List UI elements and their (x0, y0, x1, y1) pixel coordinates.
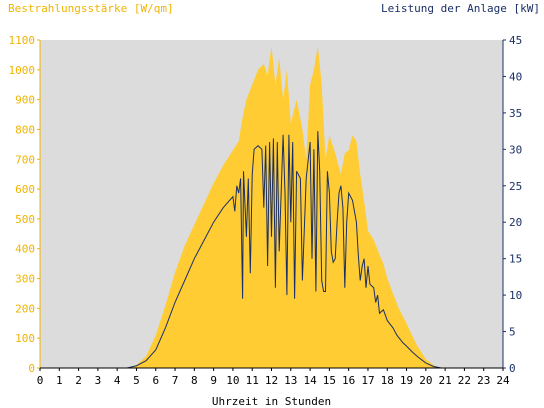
right-tick-label: 30 (509, 143, 522, 156)
x-tick-label: 1 (56, 374, 63, 387)
x-tick-label: 9 (210, 374, 217, 387)
left-tick-label: 200 (15, 302, 35, 315)
x-tick-label: 20 (419, 374, 432, 387)
x-tick-label: 4 (114, 374, 121, 387)
left-tick-label: 600 (15, 183, 35, 196)
right-tick-label: 10 (509, 289, 522, 302)
x-tick-label: 19 (400, 374, 413, 387)
x-tick-label: 16 (342, 374, 355, 387)
x-tick-label: 22 (458, 374, 471, 387)
irradiance-area (40, 46, 503, 368)
left-axis-title: Bestrahlungsstärke [W/qm] (8, 2, 174, 15)
power-line (40, 131, 503, 369)
x-tick-label: 8 (191, 374, 198, 387)
left-tick-label: 700 (15, 153, 35, 166)
left-tick-label: 300 (15, 273, 35, 286)
axes-layer: 0100200300400500600700800900100011000510… (9, 34, 523, 387)
right-tick-label: 40 (509, 70, 522, 83)
x-tick-label: 14 (303, 374, 317, 387)
right-tick-label: 15 (509, 253, 522, 266)
x-tick-label: 10 (226, 374, 239, 387)
series-layer (40, 46, 503, 369)
right-tick-label: 5 (509, 326, 516, 339)
x-tick-label: 13 (284, 374, 297, 387)
right-tick-label: 0 (509, 362, 516, 375)
x-tick-label: 5 (133, 374, 140, 387)
x-tick-label: 2 (75, 374, 82, 387)
right-tick-label: 20 (509, 216, 522, 229)
right-axis-title: Leistung der Anlage [kW] (381, 2, 540, 15)
left-tick-label: 1000 (9, 64, 36, 77)
x-tick-label: 17 (361, 374, 374, 387)
x-tick-label: 18 (381, 374, 394, 387)
right-tick-label: 25 (509, 180, 522, 193)
x-axis-title: Uhrzeit in Stunden (212, 395, 331, 408)
left-tick-label: 900 (15, 94, 35, 107)
x-tick-label: 15 (323, 374, 336, 387)
x-tick-label: 11 (246, 374, 259, 387)
left-tick-label: 1100 (9, 34, 36, 47)
right-tick-label: 35 (509, 107, 522, 120)
x-tick-label: 7 (172, 374, 179, 387)
right-tick-label: 45 (509, 34, 522, 47)
left-tick-label: 0 (28, 362, 35, 375)
x-tick-label: 21 (439, 374, 452, 387)
x-tick-label: 12 (265, 374, 278, 387)
x-tick-label: 23 (477, 374, 490, 387)
x-tick-label: 6 (152, 374, 159, 387)
left-tick-label: 400 (15, 243, 35, 256)
left-tick-label: 500 (15, 213, 35, 226)
left-tick-label: 100 (15, 332, 35, 345)
x-tick-label: 24 (496, 374, 510, 387)
left-tick-label: 800 (15, 123, 35, 136)
x-tick-label: 0 (37, 374, 44, 387)
x-tick-label: 3 (95, 374, 102, 387)
